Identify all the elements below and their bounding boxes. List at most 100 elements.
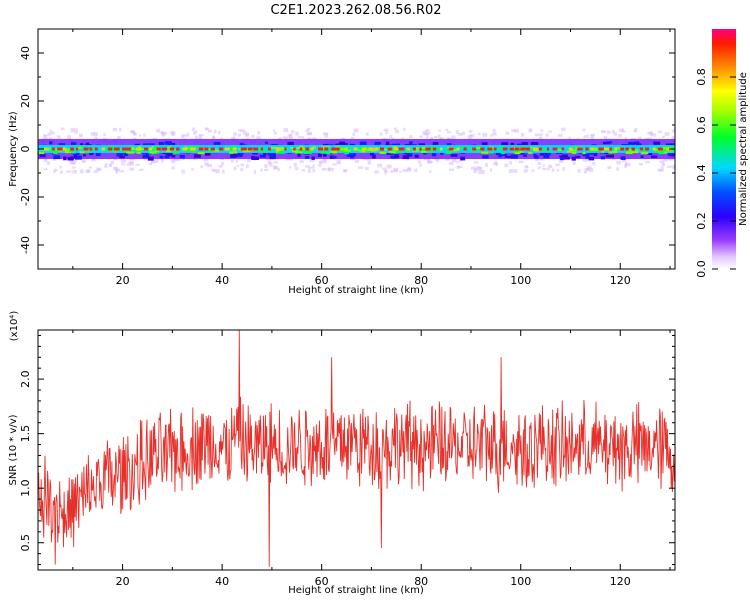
spectrogram-band-cell xyxy=(539,153,545,156)
spectrogram-halo-cell xyxy=(513,169,518,174)
spectrogram-core-cell xyxy=(153,145,160,148)
spectrogram-band-cell xyxy=(235,154,243,158)
spectrogram-halo-cell xyxy=(235,160,238,163)
spectrogram-core-cell xyxy=(280,146,285,149)
spectrogram-peak-cell xyxy=(609,147,612,151)
spectrogram-halo-cell xyxy=(180,134,185,139)
snr-y-axis: 0.5 1.0 1.5 2.0 xyxy=(19,334,675,566)
spectrogram-core-cell xyxy=(363,150,370,153)
spectrogram-peak-cell xyxy=(362,147,367,151)
spectrogram-core-cell xyxy=(57,149,63,152)
spectrogram-peak-cell xyxy=(232,147,237,151)
spectrogram-band-cell xyxy=(145,153,150,157)
spectrogram-halo-cell xyxy=(449,168,454,171)
spectrogram-halo-cell xyxy=(584,168,589,171)
spectrogram-core-cell xyxy=(270,146,279,149)
spectrogram-peak-cell xyxy=(210,147,215,151)
spectrogram-band-cell xyxy=(647,151,653,155)
spectrogram-peak-cell xyxy=(284,147,287,151)
spectrogram-halo-cell xyxy=(80,169,84,174)
spectrogram-core-cell xyxy=(137,146,142,149)
spectrogram-core-cell xyxy=(338,145,343,148)
snr-x-tick-label: 80 xyxy=(414,575,428,588)
spectrogram-halo-cell xyxy=(523,169,529,173)
spectrogram-halo-cell xyxy=(409,135,413,139)
spectrogram-halo-cell xyxy=(233,166,237,170)
spectrogram-halo-cell xyxy=(422,130,427,135)
spectrogram-core-cell xyxy=(658,152,665,155)
spectrogram-peak-cell xyxy=(247,147,253,151)
spectrogram-halo-cell xyxy=(613,132,618,136)
spectrogram-x-tick-label: 120 xyxy=(610,274,631,287)
spectrogram-y-tick-label: -20 xyxy=(19,188,32,206)
spectrogram-halo-cell xyxy=(301,136,305,139)
spectrogram-core-cell xyxy=(370,149,377,152)
spectrogram-band-cell xyxy=(267,152,275,156)
spectrogram-halo-cell xyxy=(537,161,542,165)
snr-y-tick-label: 1.5 xyxy=(19,425,32,443)
spectrogram-halo-cell xyxy=(79,133,83,138)
spectrogram-halo-cell xyxy=(170,131,176,135)
spectrogram-halo-cell xyxy=(551,168,555,172)
spectrogram-halo-cell xyxy=(93,132,98,137)
spectrogram-band-cell xyxy=(447,143,452,147)
spectrogram-core-cell xyxy=(390,151,396,154)
spectrogram-core-cell xyxy=(79,151,85,154)
spectrogram-halo-cell xyxy=(467,135,473,139)
spectrogram-halo-cell xyxy=(562,167,565,171)
spectrogram-core-cell xyxy=(266,150,271,153)
snr-x-axis: 20 40 60 80 100 120 xyxy=(72,330,671,588)
spectrogram-core-cell xyxy=(65,150,70,153)
spectrogram-peak-cell xyxy=(432,147,437,151)
spectrogram-halo-cell xyxy=(663,158,668,162)
spectrogram-band-cell xyxy=(523,154,527,157)
spectrogram-band-cell xyxy=(602,141,610,145)
spectrogram-halo-cell xyxy=(318,164,322,167)
spectrogram-peak-cell xyxy=(353,147,358,151)
spectrogram-halo-cell xyxy=(230,137,235,141)
spectrogram-halo-cell xyxy=(304,165,310,168)
spectrogram-core-cell xyxy=(75,147,82,150)
spectrogram-halo-cell xyxy=(172,158,176,162)
spectrogram-band-cell xyxy=(404,143,411,147)
spectrogram-peak-cell xyxy=(502,147,508,151)
spectrogram-band-cell xyxy=(264,141,269,144)
spectrogram-halo-cell xyxy=(267,160,272,165)
spectrogram-core-cell xyxy=(570,149,577,152)
snr-frame xyxy=(37,329,676,571)
spectrogram-core-cell xyxy=(69,150,74,153)
spectrogram-halo-cell xyxy=(478,132,481,136)
spectrogram-halo-cell xyxy=(399,170,402,173)
spectrogram-halo-cell xyxy=(534,133,539,137)
spectrogram-x-label: Height of straight line (km) xyxy=(288,285,424,296)
spectrogram-halo-cell xyxy=(542,164,545,167)
spectrogram-halo-cell xyxy=(273,131,277,135)
snr-y-label: SNR (10 * v/v) xyxy=(8,414,19,485)
spectrogram-core-cell xyxy=(275,149,279,152)
spectrogram-band-cell xyxy=(385,141,390,146)
spectrogram-halo-cell xyxy=(592,161,596,166)
spectrogram-halo-cell xyxy=(257,130,260,135)
spectrogram-peak-cell xyxy=(645,147,650,151)
spectrogram-halo-cell xyxy=(389,134,393,139)
spectrogram-band-cell xyxy=(582,153,590,157)
spectrogram-halo-cell xyxy=(476,166,481,169)
spectrogram-peak-cell xyxy=(176,147,180,151)
spectrogram-band-cell xyxy=(393,155,400,159)
spectrogram-halo-cell xyxy=(307,131,312,136)
spectrogram-core-cell xyxy=(243,149,251,152)
spectrogram-halo-cell xyxy=(90,132,95,136)
spectrogram-halo-cell xyxy=(438,129,442,132)
spectrogram-halo-cell xyxy=(256,136,262,140)
spectrogram-core-cell xyxy=(52,148,60,151)
spectrogram-halo-cell xyxy=(509,161,513,165)
spectrogram-halo-cell xyxy=(43,159,47,163)
spectrogram-core-cell xyxy=(321,146,326,149)
spectrogram-halo-cell xyxy=(343,169,348,173)
spectrogram-band-cell xyxy=(610,154,614,158)
spectrogram-band-cell xyxy=(297,153,301,158)
spectrogram-core-cell xyxy=(260,146,265,149)
spectrogram-peak-cell xyxy=(299,147,303,151)
snr-x-tick-label: 60 xyxy=(315,575,329,588)
spectrogram-core-cell xyxy=(572,145,576,148)
